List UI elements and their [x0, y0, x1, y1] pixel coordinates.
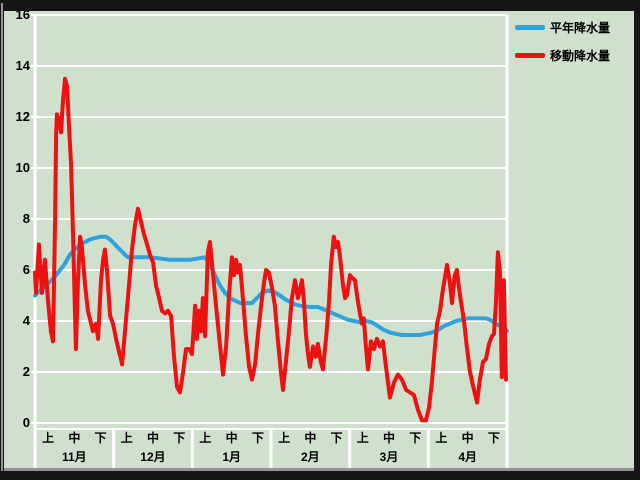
y-tick-label-10: 10 — [15, 160, 30, 175]
period-row-4月: 上中下 — [428, 429, 507, 448]
x-axis-month-cell-4月: 上中下 4月 — [428, 429, 507, 469]
y-tick-label-6: 6 — [22, 262, 30, 277]
series-line-1 — [33, 76, 508, 423]
legend-item-moving-precipitation: 移動降水量 — [515, 45, 633, 66]
window-border-accent-left — [1, 3, 3, 471]
x-axis-month-cell-3月: 上中下 3月 — [350, 429, 429, 469]
period-row-12月: 上中下 — [114, 429, 193, 448]
window-border-accent-bottom — [4, 468, 634, 471]
period-label: 下 — [94, 431, 107, 445]
legend: 平年降水量 移動降水量 — [515, 17, 633, 66]
legend-label-moving-precipitation: 移動降水量 — [550, 49, 611, 63]
month-label: 2月 — [300, 450, 320, 464]
period-label: 下 — [173, 431, 186, 445]
period-row-1月: 上中下 — [192, 429, 271, 448]
period-label: 下 — [409, 431, 422, 445]
legend-blue-line-icon — [515, 25, 545, 30]
x-axis-month-cell-12月: 上中下 12月 — [114, 429, 193, 469]
y-tick-label-0: 0 — [22, 415, 30, 430]
period-label: 上 — [120, 431, 133, 445]
month-label: 3月 — [379, 450, 399, 464]
legend-item-normal-precipitation: 平年降水量 — [515, 17, 633, 38]
period-row-11月: 上中下 — [35, 429, 114, 448]
period-label: 上 — [356, 431, 369, 445]
period-label: 上 — [435, 431, 448, 445]
period-label: 中 — [304, 431, 317, 445]
period-label: 中 — [382, 431, 395, 445]
x-axis-month-cell-1月: 上中下 1月 — [192, 429, 271, 469]
window-border-bottom — [0, 471, 640, 480]
legend-label-normal-precipitation: 平年降水量 — [550, 21, 611, 35]
month-label: 11月 — [61, 450, 87, 464]
period-label: 下 — [487, 431, 500, 445]
y-tick-label-4: 4 — [22, 313, 30, 328]
y-tick-label-14: 14 — [15, 58, 30, 73]
month-label: 4月 — [458, 450, 477, 464]
period-label: 下 — [330, 431, 343, 445]
period-label: 中 — [461, 431, 474, 445]
y-tick-label-2: 2 — [22, 364, 30, 379]
x-axis-month-cell-11月: 上中下 11月 — [35, 429, 114, 469]
window-border-right — [634, 0, 640, 480]
period-label: 上 — [278, 431, 291, 445]
period-label: 中 — [68, 431, 81, 445]
window-border-top — [0, 0, 640, 11]
legend-red-line-icon — [515, 53, 545, 58]
y-tick-label-12: 12 — [15, 109, 30, 124]
y-tick-label-8: 8 — [22, 211, 30, 226]
month-label: 1月 — [222, 450, 241, 464]
period-label: 上 — [199, 431, 212, 445]
period-label: 下 — [251, 431, 264, 445]
period-row-2月: 上中下 — [271, 429, 350, 448]
period-label: 中 — [146, 431, 159, 445]
month-label: 12月 — [140, 450, 166, 464]
x-axis-month-cell-2月: 上中下 2月 — [271, 429, 350, 469]
period-label: 上 — [42, 431, 55, 445]
period-row-3月: 上中下 — [350, 429, 429, 448]
period-label: 中 — [225, 431, 238, 445]
